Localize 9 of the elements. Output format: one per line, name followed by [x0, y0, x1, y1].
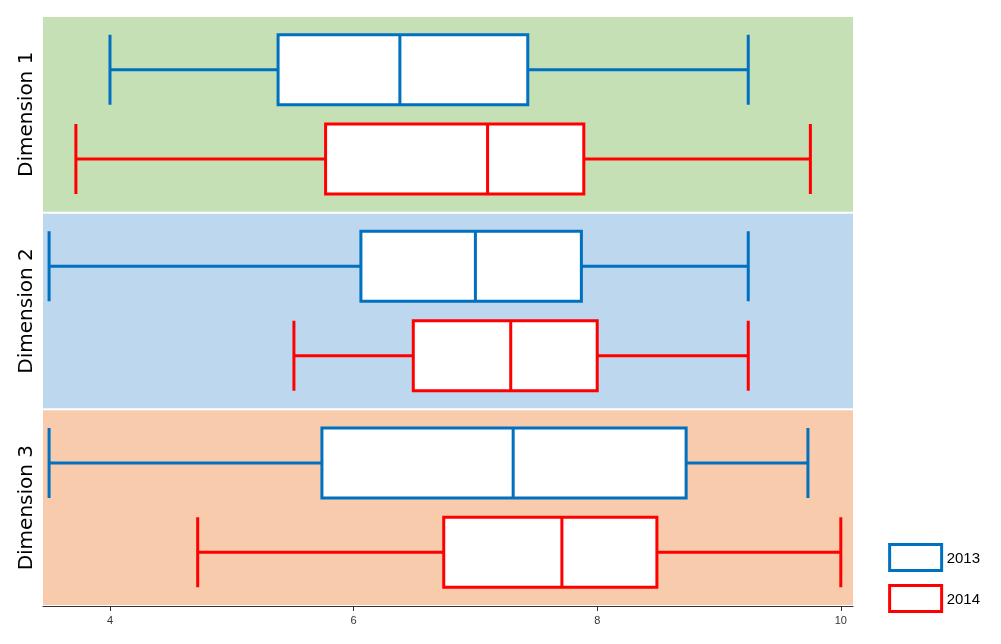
y-tick-label: Dimension 1	[13, 51, 37, 178]
x-tick-label: 10	[834, 613, 847, 626]
y-tick-label: Dimension 2	[13, 248, 37, 374]
y-tick-label: Dimension 3	[13, 444, 37, 571]
x-tick-label: 4	[106, 613, 114, 626]
legend-label: 2014	[946, 590, 981, 607]
x-tick-label: 6	[350, 613, 357, 626]
legend-label: 2013	[946, 549, 981, 566]
x-tick-label: 8	[594, 613, 601, 626]
